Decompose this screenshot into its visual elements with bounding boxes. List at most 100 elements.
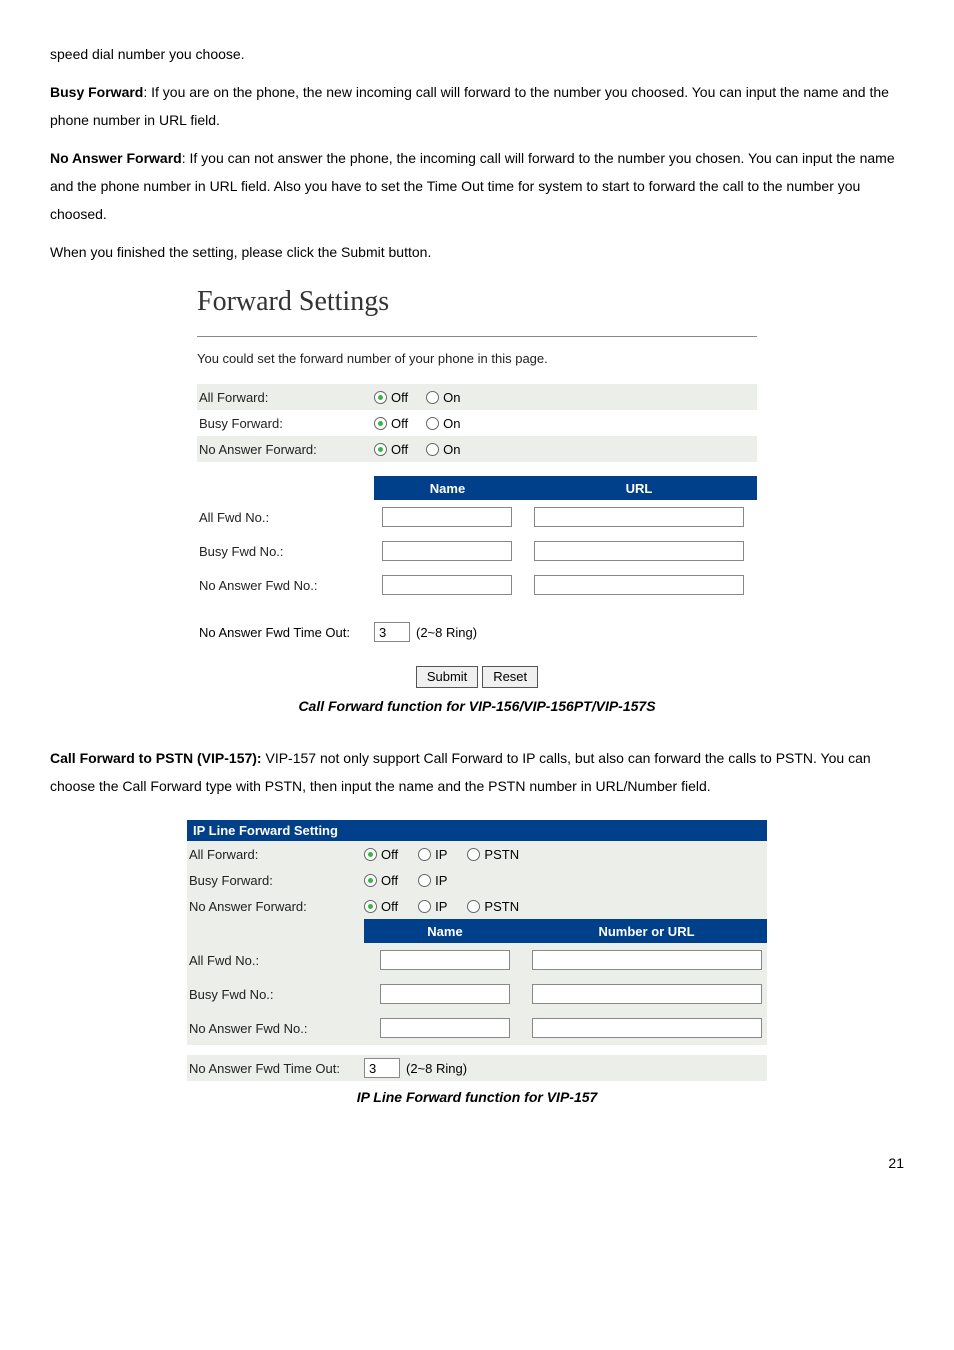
name-header: Name	[374, 476, 521, 500]
all-name-input[interactable]	[380, 950, 510, 970]
all-pstn-radio[interactable]: PSTN	[467, 847, 519, 862]
busy-ip-radio[interactable]: IP	[418, 873, 447, 888]
row-label: All Forward:	[187, 847, 364, 862]
divider	[197, 336, 757, 337]
body-text: : If you are on the phone, the new incom…	[50, 84, 889, 128]
button-row: Submit Reset	[197, 666, 757, 688]
radio-icon	[364, 848, 377, 861]
timeout-row: No Answer Fwd Time Out: (2~8 Ring)	[197, 618, 757, 646]
body-text: Busy Forward: If you are on the phone, t…	[50, 78, 904, 134]
radio-label: On	[443, 442, 460, 457]
all-url-input[interactable]	[532, 950, 762, 970]
url-header: Number or URL	[526, 919, 767, 943]
section-header: IP Line Forward Setting	[187, 820, 767, 841]
timeout-row: No Answer Fwd Time Out: (2~8 Ring)	[187, 1055, 767, 1081]
timeout-input[interactable]	[374, 622, 410, 642]
all-off-radio[interactable]: Off	[374, 390, 408, 405]
figure-caption: IP Line Forward function for VIP-157	[50, 1089, 904, 1105]
row-label: No Answer Forward:	[197, 442, 374, 457]
radio-label: PSTN	[484, 899, 519, 914]
busy-name-input[interactable]	[380, 984, 510, 1004]
noanswer-forward-row: No Answer Forward: Off IP PSTN	[187, 893, 767, 919]
row-label: All Fwd No.:	[197, 500, 374, 534]
figure-caption: Call Forward function for VIP-156/VIP-15…	[50, 698, 904, 714]
figure-title: Forward Settings	[197, 286, 757, 318]
figure-intro: You could set the forward number of your…	[197, 351, 757, 366]
table-row: Busy Fwd No.:	[187, 977, 767, 1011]
radio-label: Off	[391, 390, 408, 405]
term: Call Forward to PSTN (VIP-157):	[50, 750, 262, 766]
all-off-radio[interactable]: Off	[364, 847, 398, 862]
radio-icon	[374, 417, 387, 430]
busy-forward-row: Busy Forward: Off IP	[187, 867, 767, 893]
noanswer-name-input[interactable]	[380, 1018, 510, 1038]
radio-label: Off	[381, 847, 398, 862]
forward-settings-figure: Forward Settings You could set the forwa…	[197, 286, 757, 688]
radio-icon	[364, 900, 377, 913]
name-header: Name	[364, 919, 526, 943]
radio-label: IP	[435, 899, 447, 914]
radio-label: Off	[391, 442, 408, 457]
noanswer-off-radio[interactable]: Off	[374, 442, 408, 457]
body-text: When you finished the setting, please cl…	[50, 238, 904, 266]
body-text: Call Forward to PSTN (VIP-157): VIP-157 …	[50, 744, 904, 800]
noanswer-url-input[interactable]	[534, 575, 744, 595]
radio-label: On	[443, 390, 460, 405]
radio-label: Off	[391, 416, 408, 431]
timeout-input[interactable]	[364, 1058, 400, 1078]
radio-icon	[426, 417, 439, 430]
busy-url-input[interactable]	[532, 984, 762, 1004]
row-label: Busy Forward:	[187, 873, 364, 888]
all-url-input[interactable]	[534, 507, 744, 527]
noanswer-ip-radio[interactable]: IP	[418, 899, 447, 914]
row-label: No Answer Fwd Time Out:	[187, 1061, 364, 1076]
busy-off-radio[interactable]: Off	[374, 416, 408, 431]
busy-on-radio[interactable]: On	[426, 416, 460, 431]
table-row: No Answer Fwd No.:	[197, 568, 757, 602]
radio-label: PSTN	[484, 847, 519, 862]
row-label: No Answer Forward:	[187, 899, 364, 914]
all-on-radio[interactable]: On	[426, 390, 460, 405]
submit-button[interactable]: Submit	[416, 666, 478, 688]
all-forward-row: All Forward: Off On	[197, 384, 757, 410]
radio-icon	[364, 874, 377, 887]
row-label: Busy Fwd No.:	[187, 977, 364, 1011]
noanswer-name-input[interactable]	[382, 575, 512, 595]
reset-button[interactable]: Reset	[482, 666, 538, 688]
noanswer-pstn-radio[interactable]: PSTN	[467, 899, 519, 914]
row-label: Busy Fwd No.:	[197, 534, 374, 568]
timeout-hint: (2~8 Ring)	[406, 1061, 467, 1076]
row-label: All Forward:	[197, 390, 374, 405]
term: Busy Forward	[50, 84, 143, 100]
row-label: No Answer Fwd No.:	[197, 568, 374, 602]
url-header: URL	[521, 476, 757, 500]
all-ip-radio[interactable]: IP	[418, 847, 447, 862]
table-row: No Answer Fwd No.:	[187, 1011, 767, 1045]
radio-icon	[374, 443, 387, 456]
busy-off-radio[interactable]: Off	[364, 873, 398, 888]
radio-icon	[426, 443, 439, 456]
busy-url-input[interactable]	[534, 541, 744, 561]
all-name-input[interactable]	[382, 507, 512, 527]
busy-name-input[interactable]	[382, 541, 512, 561]
body-text: No Answer Forward: If you can not answer…	[50, 144, 904, 228]
radio-icon	[418, 874, 431, 887]
timeout-hint: (2~8 Ring)	[416, 625, 477, 640]
page-number: 21	[50, 1155, 904, 1171]
body-text: speed dial number you choose.	[50, 40, 904, 68]
all-forward-row: All Forward: Off IP PSTN	[187, 841, 767, 867]
radio-label: IP	[435, 847, 447, 862]
term: No Answer Forward	[50, 150, 182, 166]
radio-icon	[418, 900, 431, 913]
noanswer-on-radio[interactable]: On	[426, 442, 460, 457]
row-label: No Answer Fwd Time Out:	[197, 625, 374, 640]
row-label: Busy Forward:	[197, 416, 374, 431]
forward-number-table: Name URL All Fwd No.: Busy Fwd No.: No A…	[197, 476, 757, 602]
noanswer-url-input[interactable]	[532, 1018, 762, 1038]
table-corner	[187, 919, 364, 943]
ip-forward-number-table: Name Number or URL All Fwd No.: Busy Fwd…	[187, 919, 767, 1045]
radio-icon	[426, 391, 439, 404]
radio-icon	[374, 391, 387, 404]
noanswer-off-radio[interactable]: Off	[364, 899, 398, 914]
table-corner	[197, 476, 374, 500]
